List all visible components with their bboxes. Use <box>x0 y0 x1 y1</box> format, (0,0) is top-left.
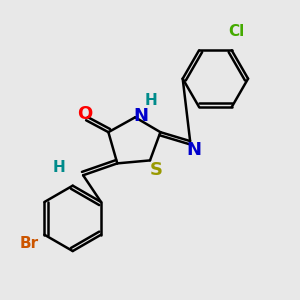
Text: H: H <box>144 93 157 108</box>
Text: H: H <box>53 160 66 175</box>
Text: N: N <box>133 107 148 125</box>
Text: Cl: Cl <box>228 24 244 39</box>
Text: O: O <box>77 105 92 123</box>
Text: Br: Br <box>20 236 39 251</box>
Text: N: N <box>186 141 201 159</box>
Text: S: S <box>150 161 163 179</box>
